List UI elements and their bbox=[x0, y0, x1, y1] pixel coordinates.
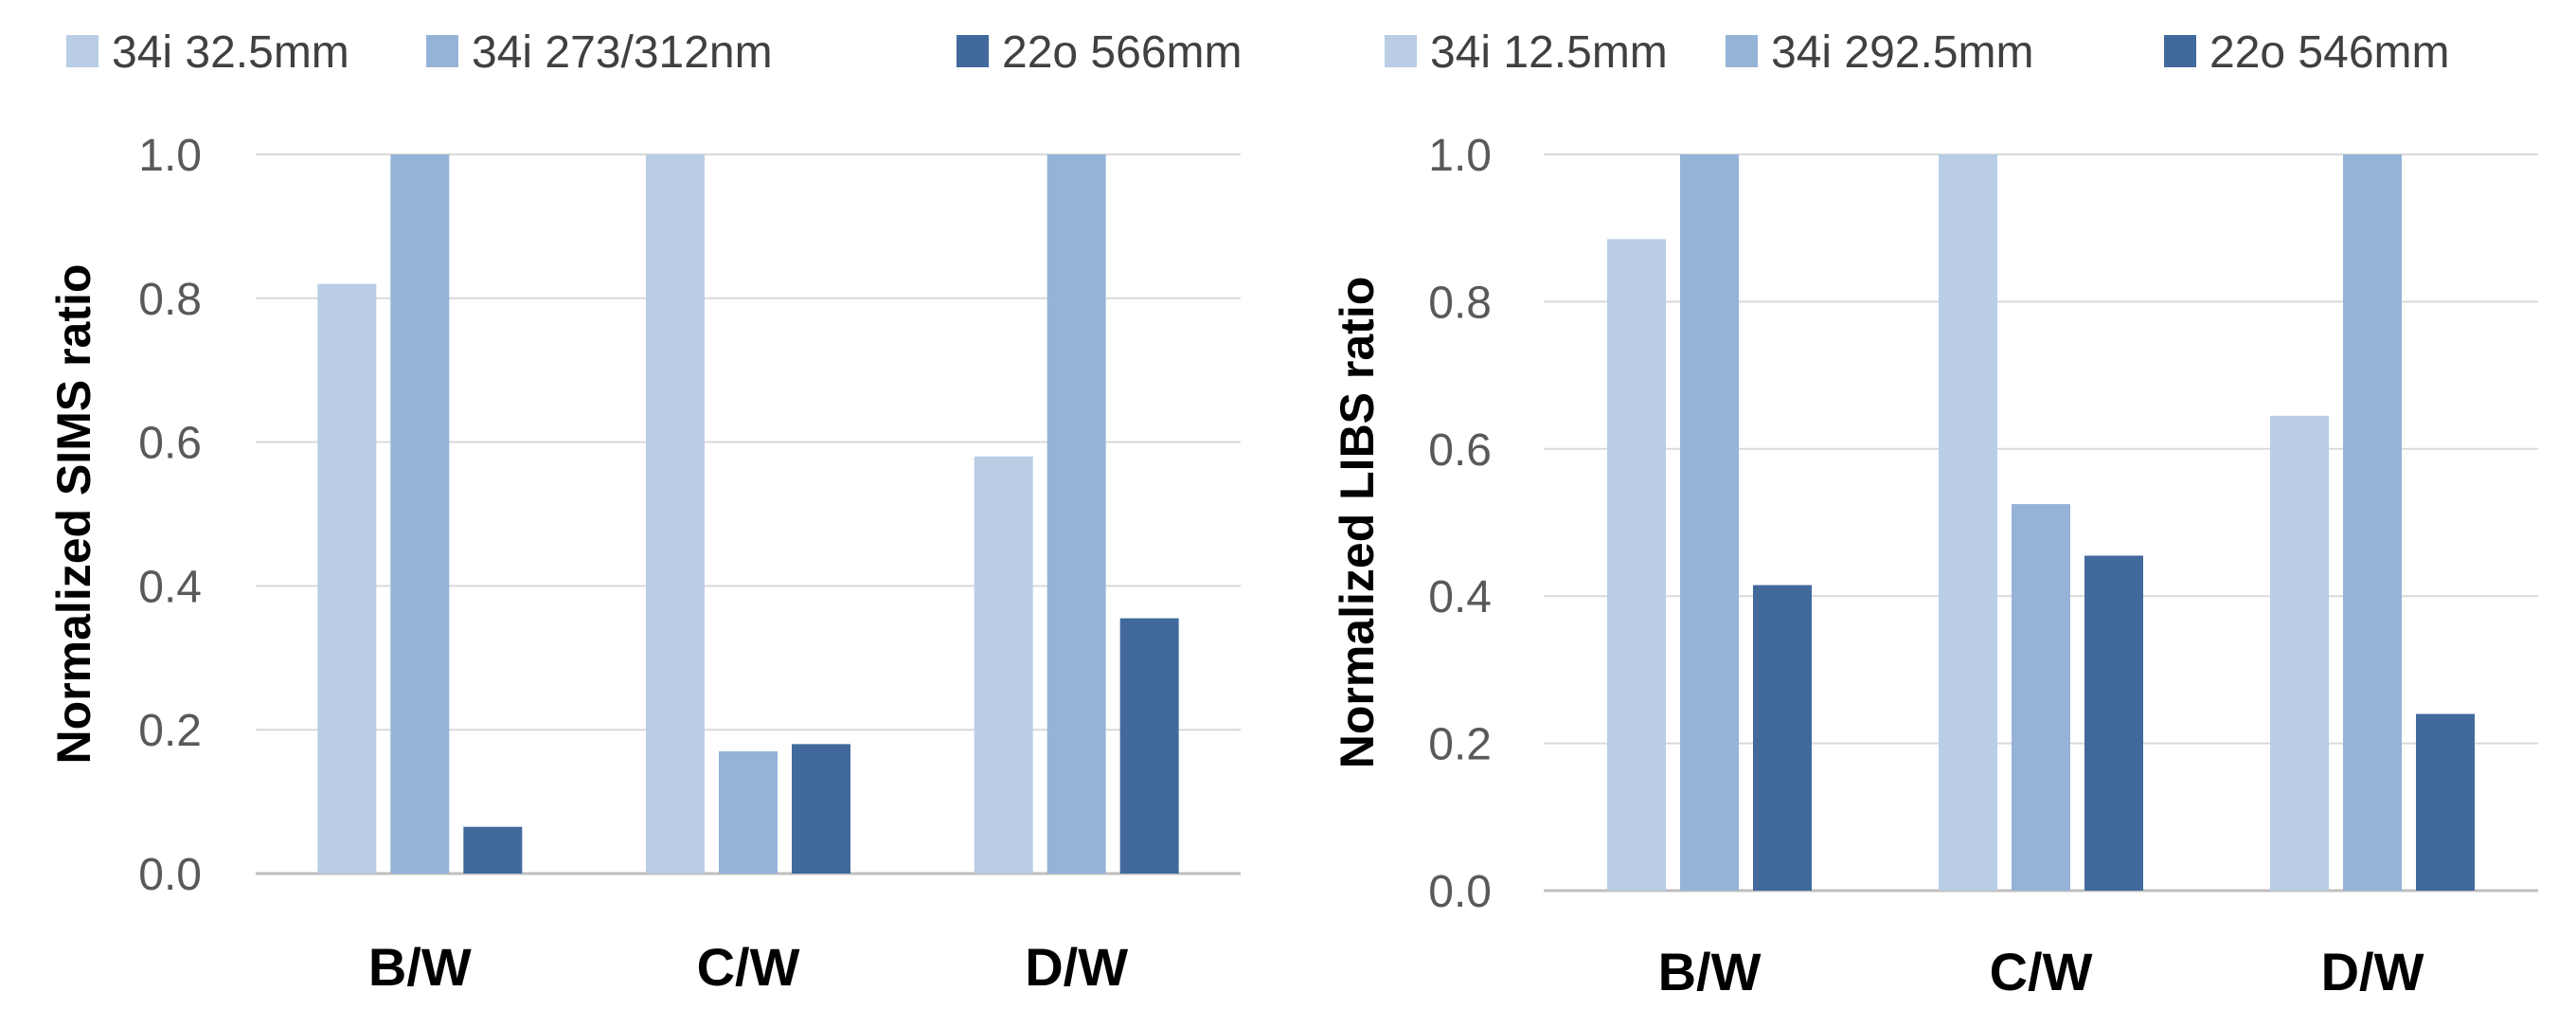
bar bbox=[2012, 504, 2070, 891]
bar bbox=[2343, 154, 2402, 891]
y-tick-label: 0.6 bbox=[138, 419, 202, 469]
y-tick-label: 0.4 bbox=[138, 562, 202, 612]
bar bbox=[317, 283, 377, 874]
bar bbox=[390, 154, 450, 874]
y-axis-label: Normalized SIMS ratio bbox=[47, 264, 100, 765]
bar bbox=[2416, 713, 2475, 891]
legend-label: 22o 546mm bbox=[2209, 27, 2449, 78]
legend-swatch bbox=[2164, 35, 2196, 67]
chart-libs: 0.0 0.2 0.4 0.6 0.8 1.0 Normalized LIBS ratio B… bbox=[1331, 27, 2538, 1001]
legend-swatch bbox=[957, 35, 989, 67]
y-tick-label: 0.8 bbox=[1428, 278, 1492, 328]
bar bbox=[792, 744, 850, 874]
legend-label: 34i 32.5mm bbox=[112, 27, 349, 78]
bar bbox=[1753, 585, 1812, 891]
bar bbox=[1046, 154, 1106, 874]
bar bbox=[719, 750, 778, 874]
bar bbox=[2084, 555, 2143, 891]
y-axis-label: Normalized LIBS ratio bbox=[1331, 277, 1384, 769]
bar bbox=[1680, 154, 1739, 891]
bar bbox=[1119, 618, 1179, 874]
legend-swatch bbox=[1385, 35, 1417, 67]
y-tick-label: 0.0 bbox=[1428, 867, 1492, 917]
x-category-label: D/W bbox=[2321, 942, 2424, 1001]
x-category-label: C/W bbox=[1990, 942, 2093, 1001]
legend-swatch bbox=[1726, 35, 1758, 67]
bar bbox=[1607, 239, 1666, 892]
x-category-label: C/W bbox=[697, 937, 800, 997]
y-tick-label: 0.6 bbox=[1428, 425, 1492, 476]
y-tick-label: 0.2 bbox=[1428, 720, 1492, 770]
y-tick-label: 1.0 bbox=[138, 131, 202, 181]
x-category-label: B/W bbox=[368, 937, 472, 997]
chart-sims: 0.0 0.2 0.4 0.6 0.8 1.0 Normalized SIMS ratio B… bbox=[47, 27, 1242, 997]
legend-label: 34i 12.5mm bbox=[1430, 27, 1668, 78]
legend-label: 22o 566mm bbox=[1002, 27, 1242, 78]
legend-label: 34i 292.5mm bbox=[1771, 27, 2033, 78]
y-tick-label: 0.2 bbox=[138, 706, 202, 756]
bar bbox=[646, 154, 705, 874]
y-tick-label: 0.8 bbox=[138, 275, 202, 325]
x-category-label: B/W bbox=[1658, 942, 1762, 1001]
y-tick-label: 0.4 bbox=[1428, 572, 1492, 622]
legend-label: 34i 273/312nm bbox=[472, 27, 773, 78]
y-tick-label: 1.0 bbox=[1428, 131, 1492, 181]
x-category-label: D/W bbox=[1025, 937, 1128, 997]
bar bbox=[2270, 415, 2329, 891]
legend-swatch bbox=[66, 35, 98, 67]
y-tick-label: 0.0 bbox=[138, 850, 202, 900]
bar bbox=[463, 826, 523, 874]
bar bbox=[1939, 154, 1997, 891]
legend-swatch bbox=[426, 35, 458, 67]
bar bbox=[974, 456, 1033, 874]
